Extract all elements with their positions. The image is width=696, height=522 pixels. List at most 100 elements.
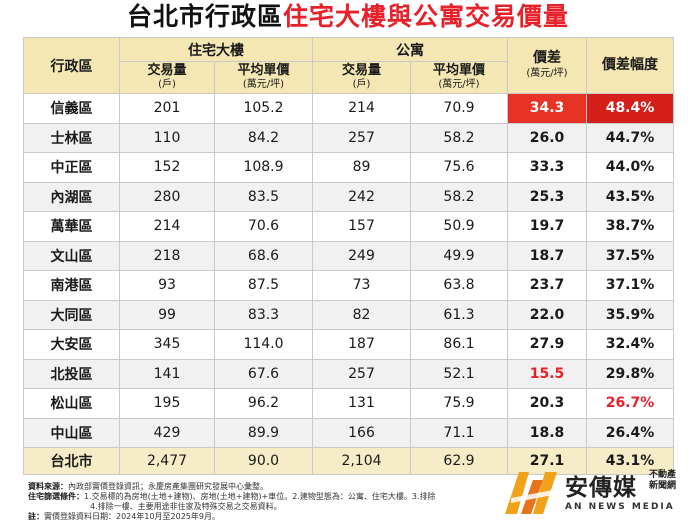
building-price-cell: 108.9	[214, 152, 313, 183]
building-volume-cell: 141	[119, 358, 215, 389]
logo-name: 安傳媒	[565, 475, 637, 501]
header-apartment-volume-label: 交易量	[341, 62, 381, 78]
total-apartment-volume-cell: 2,104	[312, 447, 411, 475]
page-title: 台北市行政區住宅大樓與公寓交易價量	[0, 0, 696, 34]
diff-pct-cell: 44.0%	[586, 152, 674, 183]
apartment-price-cell: 86.1	[410, 329, 508, 360]
criteria-label: 住宅篩選條件：	[28, 492, 84, 501]
diff-cell: 18.7	[507, 240, 587, 271]
apartment-price-cell: 63.8	[410, 270, 508, 301]
date-note: 註：實價登錄資料日期：2024年10月至2025年9月。	[28, 512, 528, 522]
district-cell: 北投區	[23, 358, 120, 389]
building-price-cell: 84.2	[214, 122, 313, 153]
header-diff: 價差 (萬元/坪)	[507, 37, 587, 94]
building-volume-cell: 99	[119, 299, 215, 330]
header-building-price-unit: (萬元/坪)	[242, 78, 285, 90]
title-part-black: 台北市行政區	[126, 2, 283, 31]
building-volume-cell: 345	[119, 329, 215, 360]
source-note: 資料來源：內政部實價登錄資訊；永慶房產集團研究發展中心彙整。	[28, 482, 528, 492]
apartment-volume-cell: 73	[312, 270, 411, 301]
logo-tag-line-2: 新聞網	[649, 481, 677, 491]
district-cell: 大安區	[23, 329, 120, 360]
diff-cell: 20.3	[507, 388, 587, 419]
diff-cell: 23.7	[507, 270, 587, 301]
diff-pct-cell-lowest: 26.7%	[586, 388, 674, 419]
district-cell: 內湖區	[23, 181, 120, 212]
brand-logo: 安傳媒 不動產 新聞網 AN NEWS MEDIA	[503, 466, 693, 520]
total-diff-cell: 27.1	[507, 447, 587, 475]
header-building-price-label: 平均單價	[237, 62, 290, 78]
apartment-price-cell: 61.3	[410, 299, 508, 330]
building-price-cell: 70.6	[214, 211, 313, 242]
header-district: 行政區	[23, 37, 120, 94]
apartment-volume-cell: 131	[312, 388, 411, 419]
building-price-cell: 83.3	[214, 299, 313, 330]
diff-cell: 25.3	[507, 181, 587, 212]
header-apartment-price: 平均單價 (萬元/坪)	[410, 61, 508, 94]
district-cell: 萬華區	[23, 211, 120, 242]
diff-pct-cell: 37.1%	[586, 270, 674, 301]
table-row: 萬華區 214 70.6 157 50.9 19.7 38.7%	[23, 211, 674, 242]
apartment-volume-cell: 187	[312, 329, 411, 360]
apartment-volume-cell: 157	[312, 211, 411, 242]
criteria-text: 1.交易標的為房地(土地+建物)、房地(土地+建物)+車位。2.建物型態為：公寓…	[84, 492, 436, 501]
building-price-cell: 68.6	[214, 240, 313, 271]
district-cell: 中山區	[23, 417, 120, 448]
price-volume-table: 行政區 住宅大樓 公寓 價差 (萬元/坪) 價差幅度 交易量 (戶) 平均單價 (萬元…	[23, 37, 674, 475]
apartment-volume-cell: 257	[312, 358, 411, 389]
table-row: 大安區 345 114.0 187 86.1 27.9 32.4%	[23, 329, 674, 360]
diff-pct-cell: 32.4%	[586, 329, 674, 360]
apartment-price-cell: 75.6	[410, 152, 508, 183]
building-volume-cell: 214	[119, 211, 215, 242]
criteria-note: 住宅篩選條件：1.交易標的為房地(土地+建物)、房地(土地+建物)+車位。2.建…	[28, 492, 528, 502]
diff-pct-cell: 35.9%	[586, 299, 674, 330]
diff-cell: 33.3	[507, 152, 587, 183]
building-volume-cell: 201	[119, 93, 215, 124]
diff-cell: 27.9	[507, 329, 587, 360]
diff-pct-cell: 37.5%	[586, 240, 674, 271]
building-price-cell: 83.5	[214, 181, 313, 212]
apartment-price-cell: 58.2	[410, 122, 508, 153]
header-apartment-group: 公寓	[312, 37, 508, 62]
logo-english: AN NEWS MEDIA	[565, 502, 675, 512]
header-building-price: 平均單價 (萬元/坪)	[214, 61, 313, 94]
diff-cell: 18.8	[507, 417, 587, 448]
apartment-price-cell: 71.1	[410, 417, 508, 448]
diff-cell: 26.0	[507, 122, 587, 153]
apartment-price-cell: 58.2	[410, 181, 508, 212]
header-apartment-price-unit: (萬元/坪)	[438, 78, 480, 90]
diff-pct-cell: 38.7%	[586, 211, 674, 242]
apartment-volume-cell: 249	[312, 240, 411, 271]
total-diff-pct-cell: 43.1%	[586, 447, 674, 475]
building-volume-cell: 280	[119, 181, 215, 212]
logo-mark-icon	[505, 472, 557, 514]
table-row: 信義區 201 105.2 214 70.9 34.3 48.4%	[23, 93, 674, 124]
total-building-volume-cell: 2,477	[119, 447, 215, 475]
building-volume-cell: 110	[119, 122, 215, 153]
table-row: 南港區 93 87.5 73 63.8 23.7 37.1%	[23, 270, 674, 301]
table-row: 內湖區 280 83.5 242 58.2 25.3 43.5%	[23, 181, 674, 212]
header-diff-pct: 價差幅度	[586, 37, 674, 94]
building-price-cell: 105.2	[214, 93, 313, 124]
header-diff-label: 價差	[533, 49, 561, 66]
apartment-price-cell: 49.9	[410, 240, 508, 271]
district-cell: 文山區	[23, 240, 120, 271]
header-building-volume-label: 交易量	[147, 62, 187, 78]
district-cell: 士林區	[23, 122, 120, 153]
note-text: 實價登錄資料日期：2024年10月至2025年9月。	[44, 512, 220, 521]
diff-cell: 34.3	[507, 93, 587, 124]
building-volume-cell: 218	[119, 240, 215, 271]
building-volume-cell: 429	[119, 417, 215, 448]
diff-cell-lowest: 15.5	[507, 358, 587, 389]
table-row: 北投區 141 67.6 257 52.1 15.5 29.8%	[23, 358, 674, 389]
note-label: 註：	[28, 512, 44, 521]
building-price-cell: 114.0	[214, 329, 313, 360]
diff-pct-cell: 29.8%	[586, 358, 674, 389]
table-row: 士林區 110 84.2 257 58.2 26.0 44.7%	[23, 122, 674, 153]
header-building-group: 住宅大樓	[119, 37, 313, 62]
building-price-cell: 87.5	[214, 270, 313, 301]
source-label: 資料來源：	[28, 482, 68, 491]
logo-tagline: 不動產 新聞網	[649, 470, 691, 492]
table-row: 中正區 152 108.9 89 75.6 33.3 44.0%	[23, 152, 674, 183]
building-volume-cell: 93	[119, 270, 215, 301]
